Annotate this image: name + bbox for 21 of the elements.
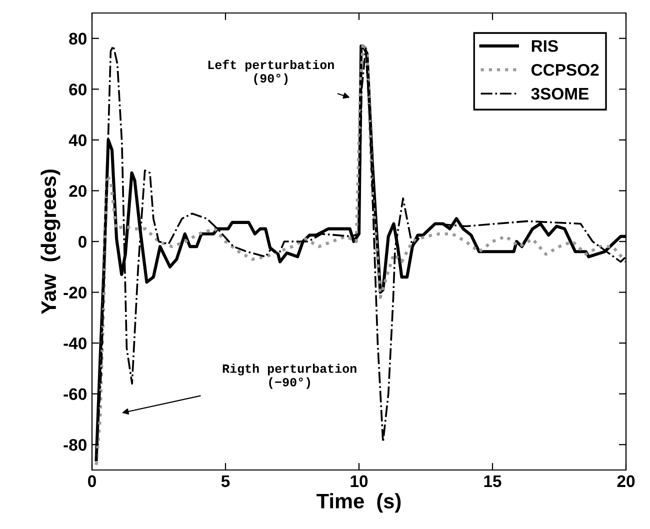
legend-label: CCPSO2 (531, 64, 599, 76)
x-tick-label: 0 (88, 475, 96, 488)
y-tick-label: -40 (64, 337, 86, 350)
y-tick-label: 20 (69, 185, 86, 197)
x-tick-label: 20 (617, 475, 635, 488)
x-axis-title: Time (s) (316, 493, 401, 513)
y-tick-label: -80 (64, 439, 86, 451)
annotation: Rigth perturbation (−90°) (222, 364, 356, 389)
y-tick-label: 40 (68, 134, 86, 146)
y-tick-label: 80 (69, 32, 86, 45)
legend-label: RIS (532, 40, 558, 52)
y-tick-label: -20 (64, 286, 86, 298)
y-tick-label: 60 (69, 84, 86, 96)
legend-label: 3SOME (531, 88, 588, 100)
x-tick-label: 10 (350, 475, 368, 488)
x-tick-label: 5 (221, 475, 230, 488)
x-tick-label: 15 (484, 475, 502, 488)
annotation: Left perturbation (90°) (208, 60, 334, 86)
y-tick-label: 0 (78, 236, 86, 248)
y-tick-label: -60 (64, 388, 86, 400)
y-axis-title: Yaw (degrees) (40, 170, 60, 314)
